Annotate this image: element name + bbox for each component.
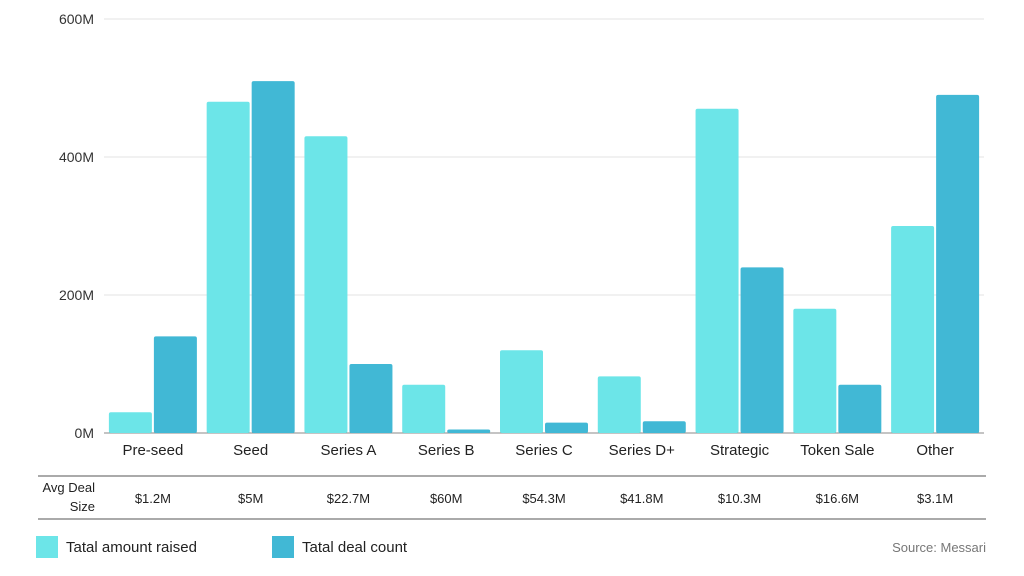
y-tick-label: 0M bbox=[75, 425, 94, 441]
bar-amount bbox=[500, 350, 543, 433]
bar-amount bbox=[891, 226, 935, 433]
bar-chart: 0M 200M 400M 600M Pre-seed Seed Series A Serie… bbox=[38, 11, 986, 520]
source-note: Source: Messari bbox=[892, 540, 986, 555]
bars bbox=[108, 81, 980, 434]
x-category-label: Seed bbox=[233, 442, 268, 459]
bar-count bbox=[349, 364, 393, 433]
chart-footer: Tatal amount raised Tatal deal count Sou… bbox=[0, 532, 1024, 562]
avg-deal-size-value: $16.6M bbox=[816, 491, 859, 506]
avg-deal-size-value: $1.2M bbox=[135, 491, 171, 506]
bar-count bbox=[936, 94, 980, 434]
y-tick-label: 400M bbox=[59, 149, 94, 165]
bar-count bbox=[740, 267, 784, 433]
bar-count bbox=[838, 384, 882, 433]
x-category-label: Pre-seed bbox=[122, 442, 183, 459]
bar-count bbox=[447, 429, 491, 433]
bar-amount bbox=[695, 108, 739, 433]
x-category-label: Other bbox=[916, 442, 954, 459]
legend-label-count: Tatal deal count bbox=[302, 538, 408, 556]
category-labels: Pre-seed Seed Series A Series B Series C Seri… bbox=[122, 442, 953, 459]
avg-deal-size-table: Avg Deal Size $1.2M $5M $22.7M $60M $54.3M $4… bbox=[38, 475, 986, 520]
bar-count bbox=[153, 336, 197, 433]
bar-amount bbox=[304, 136, 348, 434]
x-category-label: Series C bbox=[515, 442, 573, 459]
bar-amount bbox=[793, 308, 837, 433]
y-axis-ticks: 0M 200M 400M 600M bbox=[59, 11, 94, 441]
avg-deal-size-value: $41.8M bbox=[620, 491, 663, 506]
legend-swatch-amount bbox=[36, 536, 58, 558]
bar-amount bbox=[108, 412, 152, 433]
table-row-label-line2: Size bbox=[70, 499, 95, 514]
x-category-label: Strategic bbox=[710, 442, 770, 459]
avg-deal-size-value: $22.7M bbox=[327, 491, 370, 506]
legend-item-amount: Tatal amount raised bbox=[36, 536, 197, 558]
avg-deal-size-value: $5M bbox=[238, 491, 263, 506]
x-category-label: Series B bbox=[418, 442, 475, 459]
bar-count bbox=[545, 422, 588, 433]
bar-count bbox=[642, 421, 686, 433]
legend-swatch-count bbox=[272, 536, 294, 558]
avg-deal-size-value: $10.3M bbox=[718, 491, 761, 506]
avg-deal-size-value: $54.3M bbox=[522, 491, 565, 506]
y-tick-label: 600M bbox=[59, 11, 94, 27]
bar-amount bbox=[597, 376, 641, 433]
avg-deal-size-value: $60M bbox=[430, 491, 463, 506]
gridlines bbox=[104, 18, 984, 434]
avg-deal-size-value: $3.1M bbox=[917, 491, 953, 506]
legend-label-amount: Tatal amount raised bbox=[66, 538, 197, 556]
x-category-label: Token Sale bbox=[800, 442, 874, 459]
bar-amount bbox=[206, 101, 250, 434]
bar-count bbox=[251, 81, 295, 433]
bar-amount bbox=[402, 384, 446, 433]
x-category-label: Series D+ bbox=[609, 442, 676, 459]
y-tick-label: 200M bbox=[59, 287, 94, 303]
x-category-label: Series A bbox=[321, 442, 377, 459]
legend-item-count: Tatal deal count bbox=[272, 536, 407, 558]
table-row-label-line1: Avg Deal bbox=[42, 480, 95, 495]
